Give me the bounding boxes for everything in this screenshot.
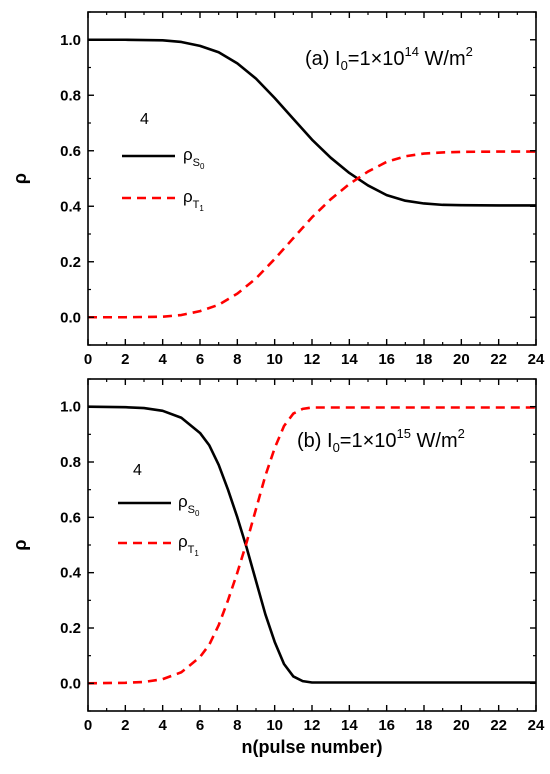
legend-subsub: 0 [195, 509, 200, 518]
x-tick-label: 14 [341, 351, 358, 368]
series-line-rho-s0 [88, 38, 536, 207]
x-tick-label: 18 [416, 717, 433, 734]
series-line-rho-t1 [88, 150, 536, 319]
annotation-mid: =1×10 [340, 430, 397, 452]
x-tick-label: 6 [196, 351, 204, 368]
x-tick-label: 18 [416, 351, 433, 368]
annotation-prefix: (b) I [297, 430, 333, 452]
x-tick-label: 10 [266, 717, 283, 734]
annotation-prefix: (a) I [305, 48, 341, 70]
legend-symbol: ρ [183, 145, 193, 164]
annotation-unit: W/m [411, 430, 458, 452]
y-tick-label: 0.6 [60, 509, 81, 526]
annotation-exp: 15 [397, 426, 411, 441]
x-tick-label: 24 [528, 351, 545, 368]
legend-sub: T [188, 544, 195, 556]
annotation-exp: 14 [405, 44, 419, 59]
legend-symbol: ρ [178, 492, 188, 511]
x-tick-label: 6 [196, 717, 204, 734]
legend-sub: T [193, 199, 200, 211]
y-tick-label: 0.8 [60, 87, 81, 104]
x-tick-label: 8 [233, 717, 241, 734]
y-tick-label: 0.0 [60, 309, 81, 326]
x-tick-label: 8 [233, 351, 241, 368]
x-tick-label: 4 [158, 717, 167, 734]
y-axis-label: ρ [10, 539, 30, 550]
y-axis-label: ρ [10, 173, 30, 184]
x-tick-label: 0 [84, 717, 92, 734]
x-tick-label: 10 [266, 351, 283, 368]
x-tick-label: 14 [341, 717, 358, 734]
annotation-sub: 0 [341, 58, 348, 73]
annotation-unit: W/m [419, 48, 466, 70]
x-tick-label: 20 [453, 351, 470, 368]
x-tick-label: 16 [378, 351, 395, 368]
y-tick-label: 1.0 [60, 399, 81, 416]
y-tick-label: 0.6 [60, 143, 81, 160]
x-tick-label: 22 [490, 717, 507, 734]
plot-frame [87, 378, 537, 712]
legend-symbol: ρ [183, 187, 193, 206]
x-tick-label: 12 [304, 717, 321, 734]
panel-b: 0 2 4 6 8 10 12 14 16 18 20 22 240.00.20.40.60.81.0ρ… [10, 378, 545, 757]
panel-annotation: (b) I0=1×1015 W/m2 [297, 426, 465, 455]
legend-label-rho-s0: ρS0 [178, 492, 200, 518]
series-line-rho-t1 [87, 406, 536, 685]
y-tick-label: 0.4 [60, 565, 82, 582]
legend-label-rho-s0: ρS0 [183, 145, 205, 171]
series-line-rho-s0 [87, 405, 536, 684]
legend-label-rho-t1: ρT1 [183, 187, 204, 213]
panel-annotation: (a) I0=1×1014 W/m2 [305, 44, 473, 73]
y-tick-label: 0.8 [60, 454, 81, 471]
annotation-mid: =1×10 [348, 48, 405, 70]
legend-symbol: ρ [178, 532, 188, 551]
x-tick-label: 0 [84, 351, 92, 368]
x-axis-label: n(pulse number) [241, 737, 382, 757]
legend-sub: S [193, 157, 200, 169]
y-tick-label: 0.2 [60, 620, 81, 637]
x-tick-label: 2 [121, 717, 129, 734]
panel-a: 0 2 4 6 8 10 12 14 16 18 20 22 240.00.20.40.60.81.0ρ… [10, 11, 545, 368]
legend-subsub: 0 [200, 162, 205, 171]
legend-sub: S [188, 504, 195, 516]
y-tick-label: 0.2 [60, 254, 81, 271]
x-tick-label: 2 [121, 351, 129, 368]
annotation-unit-exp: 2 [466, 44, 473, 59]
y-tick-label: 0.4 [60, 198, 82, 215]
x-tick-label: 12 [304, 351, 321, 368]
legend-number: 4 [140, 111, 149, 128]
legend-number: 4 [133, 462, 142, 479]
annotation-sub: 0 [333, 440, 340, 455]
annotation-unit-exp: 2 [458, 426, 465, 441]
x-tick-label: 16 [378, 717, 395, 734]
x-tick-label: 24 [528, 717, 545, 734]
legend-subsub: 1 [199, 204, 204, 213]
legend-subsub: 1 [194, 549, 199, 558]
legend-label-rho-t1: ρT1 [178, 532, 199, 558]
x-tick-label: 20 [453, 717, 470, 734]
y-tick-label: 0.0 [60, 675, 81, 692]
y-tick-label: 1.0 [60, 32, 81, 49]
x-tick-label: 22 [490, 351, 507, 368]
x-tick-label: 4 [158, 351, 167, 368]
